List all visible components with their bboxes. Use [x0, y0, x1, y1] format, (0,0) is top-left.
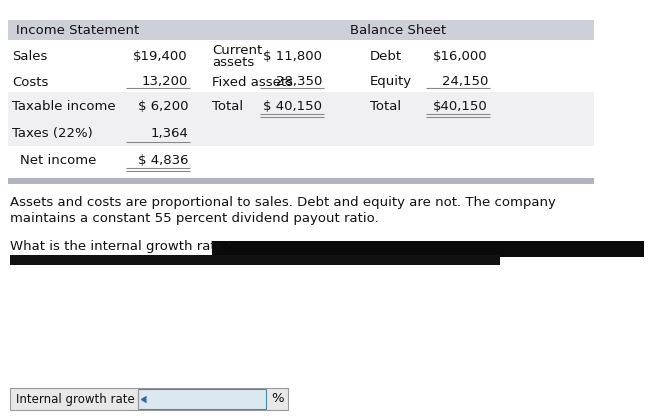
Bar	[8, 72, 594, 92]
Text: $ 40,150: $ 40,150	[263, 99, 322, 112]
Text: %: %	[271, 393, 284, 405]
Text: Current: Current	[212, 43, 262, 56]
Text: 24,150: 24,150	[441, 76, 488, 89]
Bar	[8, 178, 594, 184]
Text: 1,364: 1,364	[150, 127, 188, 140]
Text: Total: Total	[370, 99, 401, 112]
Bar	[8, 120, 594, 146]
Text: Fixed assets: Fixed assets	[212, 76, 293, 89]
Text: Taxes (22%): Taxes (22%)	[12, 127, 92, 140]
Text: $ 6,200: $ 6,200	[137, 99, 188, 112]
Bar	[8, 40, 594, 72]
Bar	[138, 389, 266, 409]
Text: Costs: Costs	[12, 76, 48, 89]
Text: Income Statement: Income Statement	[16, 23, 139, 36]
Text: $19,400: $19,400	[133, 49, 188, 63]
Text: Balance Sheet: Balance Sheet	[350, 23, 446, 36]
Bar	[10, 388, 288, 410]
Text: What is the internal growth rate?: What is the internal growth rate?	[10, 240, 230, 253]
Bar	[8, 146, 594, 174]
Bar	[212, 241, 644, 257]
Text: maintains a constant 55 percent dividend payout ratio.: maintains a constant 55 percent dividend…	[10, 212, 379, 225]
Text: Equity: Equity	[370, 76, 412, 89]
Text: Taxable income: Taxable income	[12, 99, 116, 112]
Text: Sales: Sales	[12, 49, 48, 63]
Text: $40,150: $40,150	[434, 99, 488, 112]
Text: 13,200: 13,200	[142, 76, 188, 89]
Bar	[8, 92, 594, 120]
Text: $ 4,836: $ 4,836	[137, 153, 188, 166]
Text: Total: Total	[212, 99, 243, 112]
Text: Net income: Net income	[20, 153, 96, 166]
Text: Assets and costs are proportional to sales. Debt and equity are not. The company: Assets and costs are proportional to sal…	[10, 196, 556, 209]
Text: Debt: Debt	[370, 49, 402, 63]
Bar	[8, 20, 594, 40]
Text: assets: assets	[212, 56, 255, 69]
Text: Internal growth rate: Internal growth rate	[16, 393, 135, 405]
Text: 28,350: 28,350	[275, 76, 322, 89]
Bar	[10, 255, 500, 265]
Text: $16,000: $16,000	[434, 49, 488, 63]
Text: $ 11,800: $ 11,800	[263, 49, 322, 63]
